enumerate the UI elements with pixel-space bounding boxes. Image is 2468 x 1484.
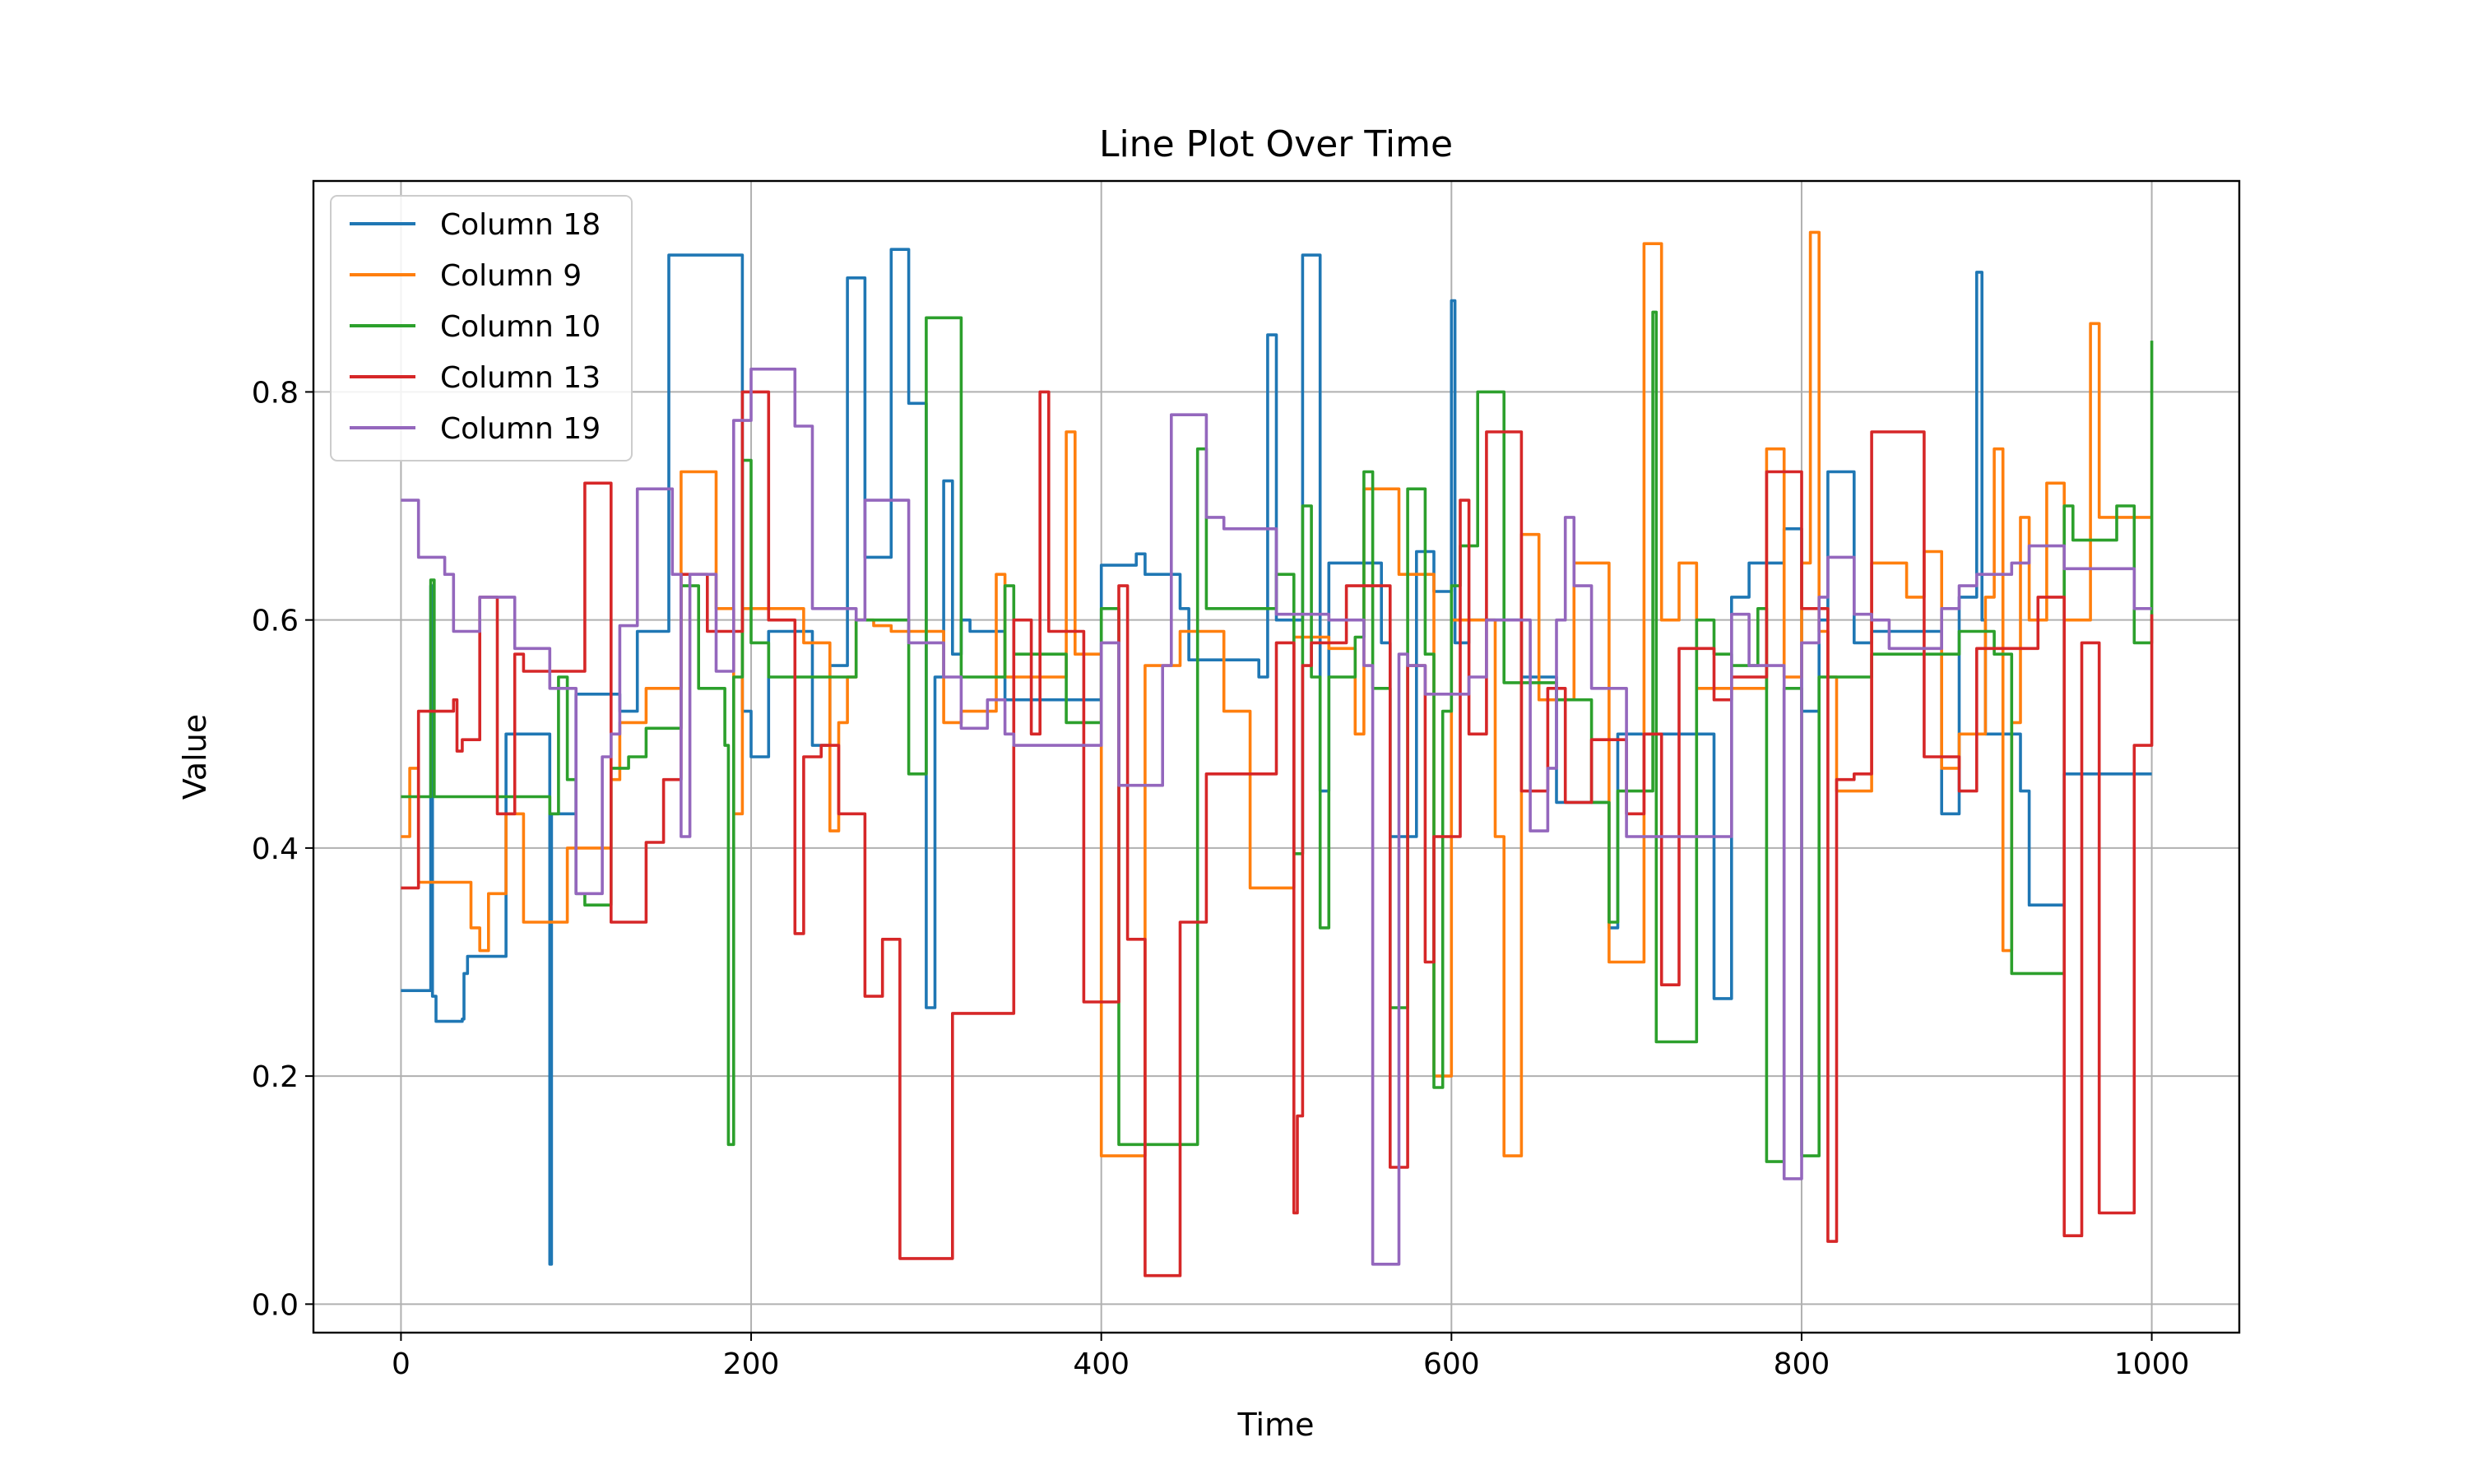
axis-ticks: 0 200 400 600 800 1000 0.0 0.2 0.4 0.6 0.8 [252, 376, 2190, 1381]
series-lines [401, 230, 2154, 1278]
x-tick-label: 200 [723, 1347, 780, 1381]
series-line-column-13 [401, 390, 2154, 1278]
x-axis-label: Time [1237, 1407, 1315, 1443]
series-line-column-10 [401, 310, 2154, 1163]
y-tick-label: 0.4 [252, 832, 299, 866]
y-axis-label: Value [177, 714, 213, 800]
legend-box [330, 195, 633, 461]
legend-label-column-10: Column 10 [440, 310, 601, 344]
chart-title: Line Plot Over Time [1099, 123, 1453, 165]
x-tick-label: 0 [392, 1347, 411, 1381]
y-tick-label: 0.0 [252, 1288, 299, 1322]
x-tick-label: 600 [1423, 1347, 1480, 1381]
legend: Column 18 Column 9 Column 10 Column 13 Colum… [330, 195, 633, 461]
legend-label-column-18: Column 18 [440, 208, 601, 242]
y-tick-label: 0.2 [252, 1060, 299, 1094]
x-tick-label: 800 [1774, 1347, 1830, 1381]
y-tick-label: 0.8 [252, 376, 299, 410]
legend-label-column-9: Column 9 [440, 259, 582, 293]
y-tick-label: 0.6 [252, 605, 299, 638]
plot-area-frame [312, 179, 2241, 1334]
series-line-column-19 [401, 367, 2152, 1266]
legend-label-column-13: Column 13 [440, 361, 601, 395]
x-tick-label: 1000 [2114, 1347, 2190, 1381]
x-tick-label: 400 [1073, 1347, 1130, 1381]
legend-label-column-19: Column 19 [440, 412, 601, 446]
